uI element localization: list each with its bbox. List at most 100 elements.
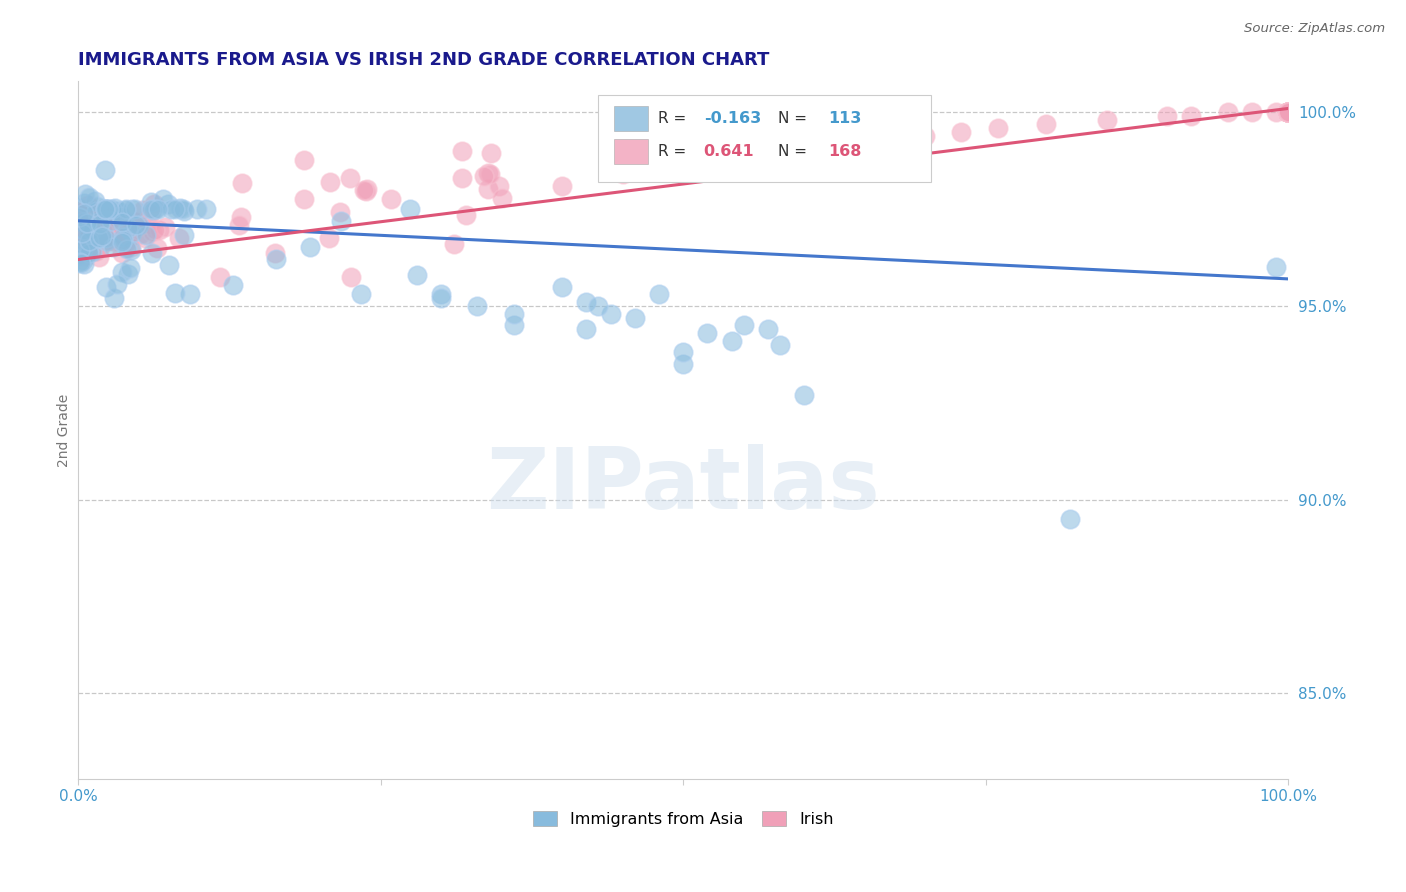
- Point: [380, 192, 402, 206]
- Y-axis label: 2nd Grade: 2nd Grade: [58, 393, 72, 467]
- Point: [1277, 105, 1299, 120]
- Point: [1277, 105, 1299, 120]
- Point: [90, 221, 112, 235]
- Point: [84, 219, 107, 233]
- Bar: [614, 138, 648, 163]
- Legend: Immigrants from Asia, Irish: Immigrants from Asia, Irish: [526, 805, 839, 833]
- Point: [105, 277, 128, 292]
- Point: [76, 214, 98, 228]
- Point: [132, 203, 155, 218]
- Point: [112, 214, 135, 228]
- Point: [100, 202, 122, 216]
- Point: [67, 230, 90, 244]
- Point: [817, 140, 839, 154]
- Point: [91, 228, 114, 243]
- Point: [165, 202, 187, 216]
- Point: [90, 230, 112, 244]
- Point: [94, 163, 117, 178]
- Point: [67, 240, 90, 254]
- Point: [89, 240, 111, 254]
- Point: [169, 201, 191, 215]
- Point: [104, 211, 127, 226]
- Point: [143, 196, 166, 211]
- Point: [93, 230, 115, 244]
- Point: [108, 233, 131, 247]
- Text: ZIPatlas: ZIPatlas: [486, 444, 880, 527]
- Point: [87, 215, 110, 229]
- Point: [72, 240, 94, 254]
- Point: [146, 202, 169, 216]
- Point: [69, 243, 91, 257]
- Point: [101, 222, 124, 236]
- Point: [318, 231, 340, 245]
- Point: [222, 278, 245, 293]
- Point: [96, 231, 118, 245]
- Point: [73, 206, 96, 220]
- Point: [115, 225, 138, 239]
- Point: [141, 245, 163, 260]
- Point: [623, 310, 645, 325]
- Point: [339, 170, 361, 185]
- Point: [121, 225, 143, 239]
- Point: [69, 254, 91, 268]
- Point: [1277, 105, 1299, 120]
- Point: [1265, 105, 1288, 120]
- Point: [399, 202, 422, 216]
- Point: [672, 345, 695, 359]
- Point: [67, 201, 90, 215]
- Point: [1180, 109, 1202, 123]
- Point: [89, 218, 111, 232]
- Point: [1277, 105, 1299, 120]
- Point: [228, 219, 250, 233]
- Point: [152, 192, 174, 206]
- Point: [96, 230, 118, 244]
- Point: [793, 388, 815, 402]
- Text: R =: R =: [658, 111, 690, 126]
- Point: [112, 230, 135, 244]
- Point: [167, 231, 190, 245]
- Point: [353, 183, 375, 197]
- Point: [139, 218, 162, 232]
- Point: [94, 279, 117, 293]
- Point: [80, 233, 103, 247]
- Point: [70, 217, 93, 231]
- Point: [77, 198, 100, 212]
- Text: 113: 113: [828, 111, 862, 126]
- Point: [120, 243, 142, 257]
- Point: [98, 234, 121, 248]
- Point: [502, 307, 524, 321]
- Point: [264, 252, 287, 267]
- Point: [1277, 105, 1299, 120]
- Point: [70, 218, 93, 232]
- Point: [356, 182, 378, 196]
- Point: [86, 199, 108, 213]
- Point: [443, 237, 465, 252]
- Point: [79, 227, 101, 242]
- Point: [111, 265, 134, 279]
- Point: [112, 233, 135, 247]
- Point: [80, 223, 103, 237]
- Point: [575, 295, 598, 310]
- Point: [70, 211, 93, 225]
- Point: [98, 202, 121, 216]
- Point: [135, 228, 157, 243]
- Point: [69, 210, 91, 224]
- Point: [117, 267, 139, 281]
- Point: [86, 226, 108, 240]
- Point: [72, 242, 94, 256]
- Point: [115, 202, 138, 216]
- Point: [79, 233, 101, 247]
- Point: [67, 249, 90, 263]
- Point: [1059, 512, 1081, 526]
- Point: [231, 176, 253, 190]
- Point: [86, 231, 108, 245]
- Point: [83, 218, 105, 232]
- Point: [356, 184, 378, 198]
- Point: [75, 215, 97, 229]
- Point: [575, 322, 598, 336]
- Point: [108, 224, 131, 238]
- Point: [89, 250, 111, 264]
- Point: [75, 203, 97, 218]
- Point: [75, 235, 97, 250]
- Point: [1265, 260, 1288, 275]
